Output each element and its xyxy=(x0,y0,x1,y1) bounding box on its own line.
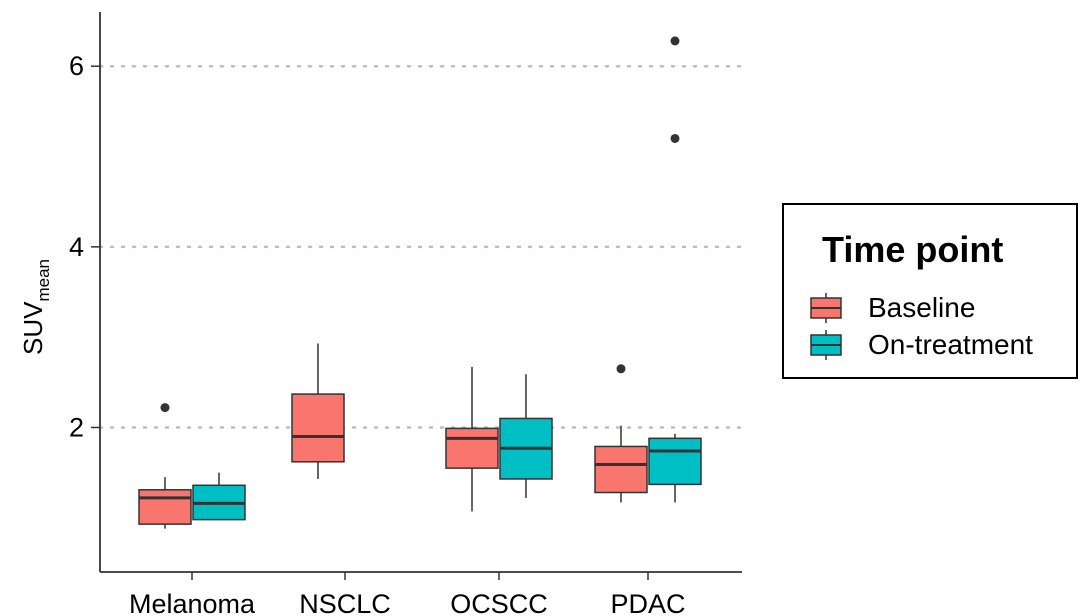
outlier-on-treatment-pdac-0 xyxy=(670,133,680,143)
box-on-treatment-pdac xyxy=(648,437,702,486)
legend-label-on-treatment: On-treatment xyxy=(868,329,1033,360)
legend-label-baseline: Baseline xyxy=(868,292,976,323)
box-baseline-ocscc xyxy=(445,427,499,469)
plot-area xyxy=(138,36,702,529)
box-baseline-nsclc xyxy=(291,393,345,463)
legend-key-baseline xyxy=(810,293,842,323)
y-tick-label-4: 4 xyxy=(69,232,84,262)
axes: 2 4 6 Melanoma NSCLC OCSCC PDAC xyxy=(69,12,742,616)
legend-key-on-treatment xyxy=(810,330,842,360)
y-tick-label-6: 6 xyxy=(69,51,84,81)
x-tick-label-ocscc: OCSCC xyxy=(450,589,548,616)
outlier-baseline-melanoma-0 xyxy=(160,403,170,413)
box-baseline-melanoma xyxy=(138,489,192,525)
x-tick-label-nsclc: NSCLC xyxy=(299,589,391,616)
box-baseline-pdac xyxy=(594,445,648,494)
legend: Time point Baseline On-treatment xyxy=(782,203,1078,379)
outlier-on-treatment-pdac-1 xyxy=(670,36,680,46)
outlier-baseline-pdac-0 xyxy=(616,364,626,374)
legend-item-baseline: Baseline xyxy=(810,291,975,325)
x-tick-label-pdac: PDAC xyxy=(610,589,685,616)
y-axis-label: SUVmean xyxy=(18,259,53,355)
legend-title: Time point xyxy=(822,229,1004,270)
x-tick-label-melanoma: Melanoma xyxy=(129,589,256,616)
y-tick-label-2: 2 xyxy=(69,412,84,442)
legend-item-on-treatment: On-treatment xyxy=(810,328,1033,362)
gridlines xyxy=(98,64,744,429)
